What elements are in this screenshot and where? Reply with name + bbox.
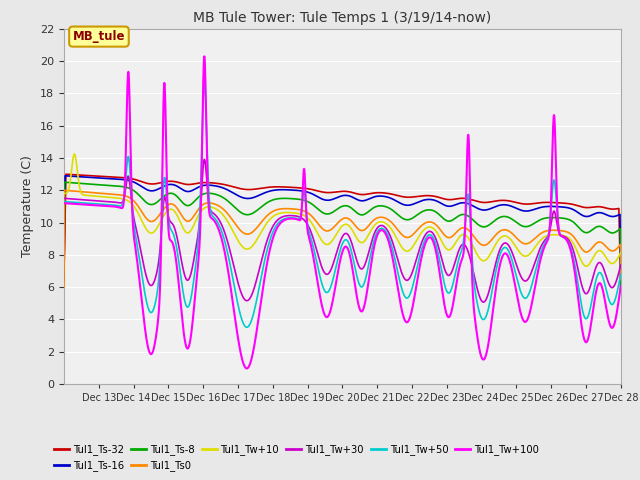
Y-axis label: Temperature (C): Temperature (C) — [22, 156, 35, 257]
Title: MB Tule Tower: Tule Temps 1 (3/19/14-now): MB Tule Tower: Tule Temps 1 (3/19/14-now… — [193, 11, 492, 25]
Text: MB_tule: MB_tule — [73, 30, 125, 43]
Legend: Tul1_Ts-32, Tul1_Ts-16, Tul1_Ts-8, Tul1_Ts0, Tul1_Tw+10, Tul1_Tw+30, Tul1_Tw+50,: Tul1_Ts-32, Tul1_Ts-16, Tul1_Ts-8, Tul1_… — [50, 440, 543, 475]
